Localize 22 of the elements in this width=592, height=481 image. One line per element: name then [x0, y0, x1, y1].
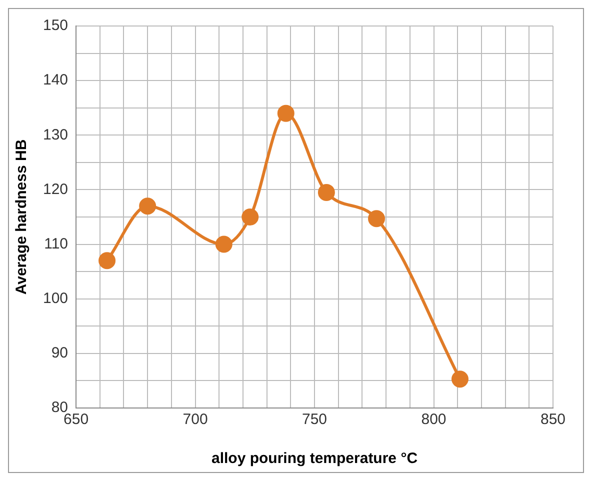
- point: [242, 208, 259, 226]
- point: [215, 236, 232, 253]
- point: [139, 198, 156, 215]
- y-tick-label: 100: [42, 290, 68, 307]
- x-tick-label: 700: [182, 411, 208, 428]
- y-tick-label: 90: [51, 344, 68, 362]
- point: [277, 104, 294, 122]
- point: [318, 184, 335, 201]
- x-tick-label: 650: [64, 411, 89, 428]
- y-tick-label: 130: [42, 126, 68, 144]
- point: [98, 252, 116, 270]
- y-tick-label: 110: [44, 235, 68, 252]
- y-axis-title: Average hardness HB: [13, 139, 30, 295]
- y-tick-label: 140: [42, 72, 68, 89]
- x-tick-label: 800: [421, 411, 446, 428]
- point: [451, 370, 468, 388]
- point: [368, 210, 386, 228]
- x-tick-label: 750: [302, 411, 328, 428]
- y-tick-label: 120: [42, 180, 68, 198]
- x-tick-label: 850: [540, 411, 566, 428]
- x-axis-title: alloy pouring temperature °C: [212, 450, 418, 468]
- y-tick-label: 150: [42, 17, 68, 34]
